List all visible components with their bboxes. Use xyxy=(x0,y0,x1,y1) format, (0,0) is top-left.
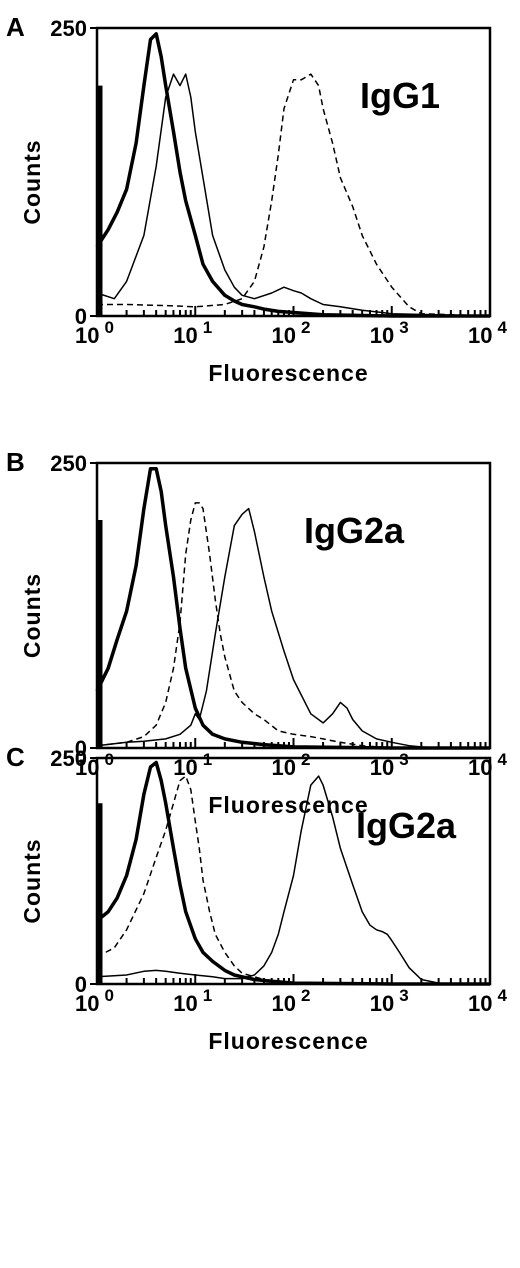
y-tick-label: 0 xyxy=(75,972,87,997)
x-tick-exponent: 2 xyxy=(301,318,310,337)
x-axis-title: Fluorescence xyxy=(208,1028,368,1054)
x-tick-exponent: 0 xyxy=(104,750,113,769)
x-tick-label: 10 1 xyxy=(173,318,212,348)
x-tick-base: 10 xyxy=(370,323,394,348)
panel-label: A xyxy=(6,12,25,42)
x-tick-base: 10 xyxy=(173,991,197,1016)
x-tick-exponent: 3 xyxy=(399,318,408,337)
x-tick-label: 10 3 xyxy=(370,986,409,1016)
panel-annotation: IgG2a xyxy=(304,510,405,551)
y-axis-title: Counts xyxy=(19,139,45,224)
x-tick-exponent: 2 xyxy=(301,750,310,769)
series-thin-line xyxy=(96,507,490,749)
y-tick-label: 250 xyxy=(50,746,87,771)
x-tick-label: 10 4 xyxy=(468,750,507,780)
x-tick-base: 10 xyxy=(75,323,99,348)
panel-a: A10 0 10 1 10 2 10 3 10 40250FluorescenceCountsIg… xyxy=(6,12,507,386)
x-tick-exponent: 4 xyxy=(497,986,507,1005)
x-tick-exponent: 4 xyxy=(497,750,507,769)
series-dashed-line xyxy=(96,502,490,749)
y-axis-title: Counts xyxy=(19,838,45,923)
y-tick-label: 250 xyxy=(50,16,87,41)
x-tick-base: 10 xyxy=(272,323,296,348)
panel-annotation: IgG2a xyxy=(356,805,457,846)
series-thick-line xyxy=(95,760,490,986)
x-tick-base: 10 xyxy=(468,323,492,348)
x-tick-label: 10 1 xyxy=(173,750,212,780)
x-tick-label: 10 2 xyxy=(272,750,311,780)
x-tick-base: 10 xyxy=(75,755,99,780)
x-tick-exponent: 0 xyxy=(104,986,113,1005)
series-thick-line xyxy=(95,466,490,750)
x-tick-label: 10 1 xyxy=(173,986,212,1016)
series-dashed-line xyxy=(97,73,491,317)
y-tick-label: 0 xyxy=(75,736,87,761)
x-tick-label: 10 2 xyxy=(272,986,311,1016)
panel-c: C10 0 10 1 10 2 10 3 10 40250FluorescenceCountsIg… xyxy=(6,742,507,1054)
panel-annotation: IgG1 xyxy=(360,75,440,116)
x-tick-exponent: 4 xyxy=(497,318,507,337)
x-tick-exponent: 3 xyxy=(399,750,408,769)
plot-frame xyxy=(95,26,492,318)
x-tick-base: 10 xyxy=(75,991,99,1016)
x-tick-label: 10 4 xyxy=(468,318,507,348)
series-thick-line xyxy=(95,32,490,318)
x-tick-base: 10 xyxy=(468,991,492,1016)
x-tick-exponent: 1 xyxy=(203,318,212,337)
series-dashed-line xyxy=(96,775,490,985)
x-tick-exponent: 3 xyxy=(399,986,408,1005)
x-tick-exponent: 2 xyxy=(301,986,310,1005)
y-axis-title: Counts xyxy=(19,573,45,658)
x-tick-label: 10 0 xyxy=(75,750,114,780)
x-tick-label: 10 3 xyxy=(370,318,409,348)
x-tick-base: 10 xyxy=(370,991,394,1016)
series-thin-line xyxy=(96,775,491,985)
series-thin-line xyxy=(96,73,491,317)
x-axis-title: Fluorescence xyxy=(208,360,368,386)
x-tick-exponent: 1 xyxy=(203,750,212,769)
x-tick-label: 10 3 xyxy=(370,750,409,780)
y-tick-label: 250 xyxy=(50,451,87,476)
x-tick-exponent: 0 xyxy=(104,318,113,337)
plot-frame xyxy=(95,461,492,750)
x-tick-label: 10 0 xyxy=(75,318,114,348)
panel-label: C xyxy=(6,742,25,772)
panel-label: B xyxy=(6,447,25,477)
x-tick-label: 10 2 xyxy=(272,318,311,348)
x-axis-title: Fluorescence xyxy=(208,792,368,818)
x-tick-base: 10 xyxy=(272,991,296,1016)
x-tick-base: 10 xyxy=(173,323,197,348)
y-tick-label: 0 xyxy=(75,304,87,329)
x-tick-label: 10 4 xyxy=(468,986,507,1016)
x-tick-label: 10 0 xyxy=(75,986,114,1016)
x-tick-exponent: 1 xyxy=(203,986,212,1005)
